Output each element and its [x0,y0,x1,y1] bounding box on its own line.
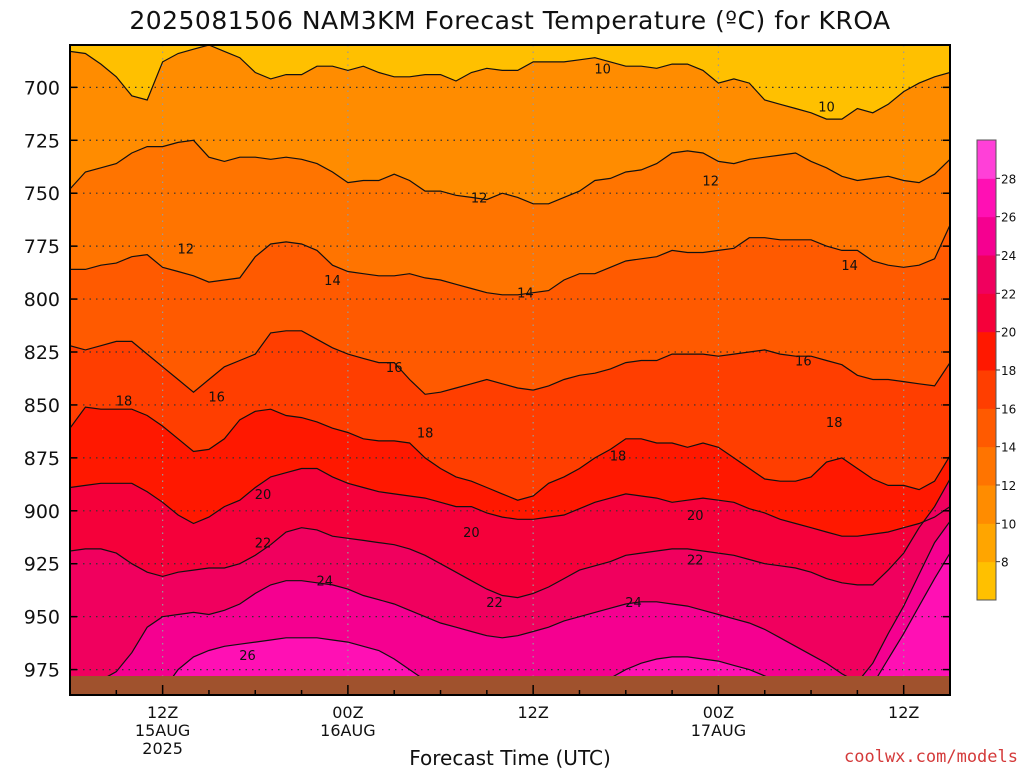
contour-line-14 [70,224,950,296]
y-tick-label: 775 [24,236,60,258]
chart-title: 2025081506 NAM3KM Forecast Temperature (… [129,6,890,35]
colorbar-label: 22 [1001,287,1016,301]
terrain-band [70,676,950,695]
x-tick-label: 12Z [888,703,919,722]
band-fill-26 [70,553,950,695]
y-tick-label: 750 [24,183,60,205]
colorbar-swatch [977,370,996,409]
y-axis: 700 725 750 775 800 825 850 875 900 925 950 975 [24,77,950,682]
colorbar-swatch [977,140,996,179]
y-tick-label: 700 [24,77,60,99]
x-tick-label: 16AUG [320,721,375,740]
colorbar-swatch [977,293,996,333]
colorbar-label: 20 [1001,326,1016,340]
colorbar-swatch [977,446,996,486]
colorbar-swatch [977,331,996,371]
x-tick-label: 17AUG [691,721,746,740]
colorbar-label: 28 [1001,172,1016,186]
x-tick-label: 15AUG [135,721,190,740]
contour-label: 20 [687,509,704,524]
grid-lines [70,45,950,695]
contour-label: 12 [471,191,488,206]
x-tick-label: 00Z [703,703,734,722]
contour-label: 14 [841,259,858,274]
x-tick-label: 12Z [517,703,548,722]
contour-label: 16 [208,390,225,405]
colorbar: 8 10 12 14 16 18 20 22 24 26 28 [976,139,1016,601]
contour-labels: 10 10 12 12 12 14 14 14 16 16 16 18 18 18 18 20 20 20 22 22… [116,62,858,663]
colorbar-swatch [977,216,996,256]
colorbar-swatch [977,561,996,601]
contour-line-24 [70,521,950,695]
colorbar-label: 14 [1001,441,1016,455]
x-tick-label: 00Z [332,703,363,722]
contour-label: 22 [255,537,272,552]
y-tick-label: 950 [24,607,60,629]
contour-label: 12 [178,242,195,257]
contour-label: 10 [594,62,611,77]
contour-label: 14 [324,274,341,289]
colorbar-label: 16 [1001,402,1016,416]
colorbar-swatch [977,523,996,563]
contour-label: 12 [702,175,719,190]
y-tick-label: 900 [24,501,60,523]
y-tick-label: 850 [24,395,60,417]
y-tick-label: 800 [24,289,60,311]
contour-label: 20 [463,526,480,541]
colorbar-label: 12 [1001,479,1016,493]
y-tick-label: 875 [24,448,60,470]
contour-line-22 [70,478,950,599]
plot-area [70,45,950,695]
colorbar-label: 18 [1001,364,1016,378]
colorbar-swatch [977,485,996,524]
y-tick-label: 925 [24,554,60,576]
contour-lines [70,45,950,695]
contour-label: 24 [316,575,333,590]
contour-label: 26 [239,649,256,664]
contour-line-20 [70,467,950,537]
contour-line-18 [70,406,950,501]
colorbar-label: 8 [1001,556,1009,570]
colorbar-label: 10 [1001,517,1016,531]
contour-line-10 [70,45,950,120]
contour-label: 18 [116,395,133,410]
colorbar-swatch [977,255,996,294]
x-axis-label: Forecast Time (UTC) [409,746,611,768]
y-tick-label: 725 [24,130,60,152]
contour-label: 16 [386,361,403,376]
contour-label: 16 [795,354,812,369]
y-tick-label: 825 [24,342,60,364]
x-tick-label: 2025 [142,739,183,758]
colorbar-label: 26 [1001,211,1016,225]
contour-label: 18 [610,450,627,465]
plot-frame [69,44,951,696]
contour-label: 18 [826,416,843,431]
contour-label: 22 [486,596,503,611]
contour-label: 14 [517,287,534,302]
y-tick-label: 975 [24,660,60,682]
contour-label: 20 [255,488,272,503]
credit-text: coolwx.com/models [844,747,1018,767]
contour-line-16 [70,330,950,395]
colorbar-swatch [977,408,996,448]
colorbar-label: 24 [1001,249,1016,263]
contour-label: 24 [625,596,642,611]
contour-label: 10 [818,100,835,115]
contour-label: 18 [417,426,434,441]
contour-label: 22 [687,553,704,568]
x-tick-label: 12Z [147,703,178,722]
contour-line-12 [70,139,950,205]
colorbar-swatch [977,178,996,218]
